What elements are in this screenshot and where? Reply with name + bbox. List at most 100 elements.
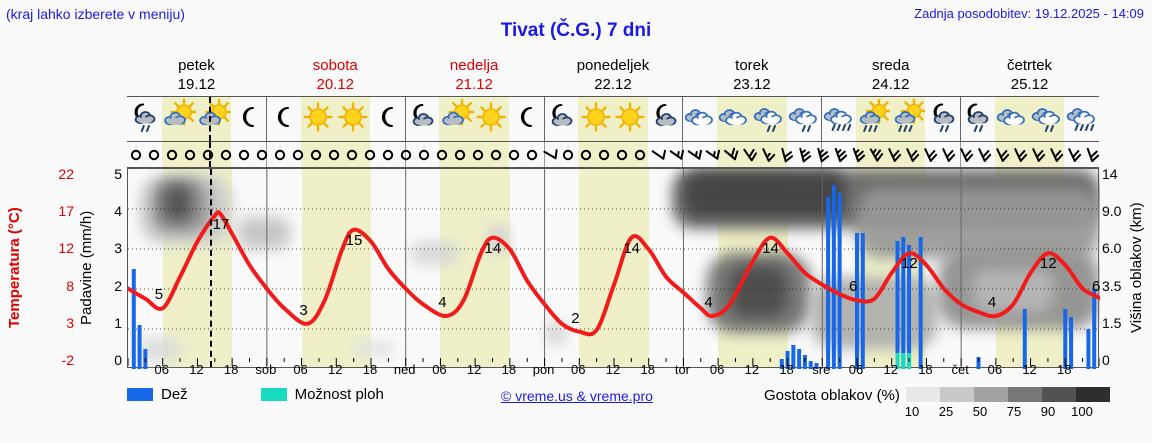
cloud-tick-3: 3.5 [1102,277,1122,294]
weather-icon-strip [127,96,1099,142]
cloud-density-step-100 [1075,387,1110,403]
moon-cloud-icon [405,97,440,141]
icon-day-cell [265,97,405,141]
temperature-max-label: 12 [1039,255,1057,273]
x-axis-label: sob [255,362,277,377]
rain-color-swatch [127,388,153,402]
day-date: 19.12 [177,76,216,93]
cloud-height-axis-ticks: 14 9.0 6.0 3.5 1.5 0 [1102,166,1142,368]
moon-icon [231,97,266,141]
wind-barb-strip [127,142,1099,168]
temperature-max-label: 14 [484,239,502,257]
x-axis-label: 12 [466,362,482,377]
cloud-density-scale-10: 10 [904,404,920,419]
day-date: 22.12 [594,76,632,93]
x-axis-label: tor [674,362,691,377]
sun-icon [335,97,370,141]
temperature-max-label: 15 [345,231,363,249]
temperature-tick-5: -2 [61,352,74,368]
day-headers: petek 19.12 sobota 20.12 nedelja 21.12 ponedel… [127,56,1099,96]
cloud-tick-1: 9.0 [1102,203,1122,220]
x-axis-labels: 06 12 18 sob 06 12 18 ned 06 12 18 pon 06 12 18 tor 06 12… [127,362,1099,382]
moon-cloud-icon [648,97,683,141]
temperature-tick-1: 17 [58,203,74,220]
cloud-rain-icon [821,97,856,141]
moon-icon [266,97,301,141]
daylight-band [161,142,232,167]
sun-icon [301,97,336,141]
icon-day-cell [821,97,960,141]
moon-icon [509,97,544,141]
cloud-density-gradient [905,386,1110,404]
icon-day-cell [404,97,544,141]
sun-cloud-icon [439,97,474,141]
cloud-drizzle-icon [752,97,787,141]
temperature-min-label: 6 [849,278,858,296]
day-name: petek [178,57,215,74]
weather-graph: 5 17 3 15 4 14 2 14 4 14 6 12 4 12 6 [127,168,1101,369]
temperature-min-label: 3 [299,301,308,319]
cloud-density-scale-100: 100 [1071,404,1093,419]
x-axis-label: 18 [1057,362,1072,377]
cloud-cover-layer [139,169,1100,361]
temperature-max-label: 17 [212,216,230,234]
temperature-axis-title: Temperatura (°C) [6,207,23,329]
precipitation-tick-3: 2 [114,277,122,294]
sun-icon [613,97,648,141]
temperature-max-label: 12 [901,255,918,273]
precipitation-axis-title: Padavine (mm/h) [78,210,95,326]
day-header-nedelja: nedelja 21.12 [405,56,544,94]
temperature-tick-2: 12 [58,240,74,257]
cloud-density-legend: Gostota oblakov (%) [764,386,1110,404]
x-axis-label: 12 [744,362,760,377]
cloud-drizzle-icon [787,97,822,141]
moon-cloud-drizzle-icon [960,97,995,141]
cloud-density-step-50 [973,387,1008,403]
cloud-icon [717,97,752,141]
copyright-link[interactable]: © vreme.us & vreme.pro [501,388,653,404]
temperature-max-label: 14 [762,239,779,257]
menu-hint-text: (kraj lahko izberete v meniju) [6,6,185,22]
temperature-tick-0: 22 [58,166,74,182]
wind-day-cell [821,142,960,167]
gridlines [128,169,1100,369]
x-axis-label: sre [812,362,831,377]
x-axis-label: ned [393,362,416,377]
temperature-end-label: 6 [1092,278,1101,296]
x-axis-label: 06 [571,362,586,377]
precipitation-tick-0: 5 [114,166,122,182]
x-axis-label: 18 [501,362,517,377]
temperature-min-label: 4 [987,294,997,311]
temperature-min-label: 5 [154,286,164,304]
day-date: 25.12 [1010,76,1049,93]
last-update-text: Zadnja posodobitev: 19.12.2025 - 14:09 [914,6,1144,21]
legend-item-showers: Možnost ploh [260,386,384,403]
temperature-min-label: 4 [438,294,447,311]
sun-icon [578,97,613,141]
icon-day-cell [682,97,821,141]
x-axis-label: čet [951,362,969,377]
sun-icon [474,97,509,141]
icon-day-cell [543,97,683,141]
wind-day-cell [404,142,544,167]
day-name: četrtek [1007,57,1053,74]
temperature-min-label: 4 [704,294,713,311]
x-axis-label: 18 [918,362,933,377]
temperature-axis-ticks: 22 17 12 8 3 -2 [34,166,74,368]
sun-cloud-rain-icon [856,97,891,141]
cloud-drizzle-icon [1030,97,1065,141]
day-header-sobota: sobota 20.12 [266,56,405,94]
precipitation-tick-2: 3 [114,240,122,257]
day-header-sreda: sreda 24.12 [821,56,960,94]
x-axis-label: 18 [779,362,794,377]
cloud-tick-4: 1.5 [1102,314,1122,331]
moon-cloud-icon [544,97,579,141]
cloud-tick-0: 14 [1102,166,1118,182]
x-axis-label: 18 [640,362,655,377]
x-axis-label: 06 [432,362,447,377]
day-date: 20.12 [316,76,355,93]
x-axis-label: 12 [1022,362,1037,377]
cloud-density-scale-75: 75 [1006,404,1022,419]
day-date: 21.12 [455,76,493,93]
precipitation-tick-1: 4 [114,203,122,220]
